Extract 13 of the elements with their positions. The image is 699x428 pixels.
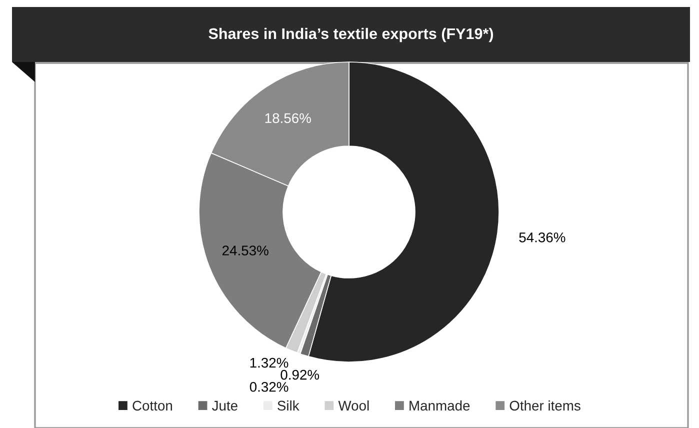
legend-label: Other items (510, 400, 580, 411)
data-label: 54.36% (519, 232, 566, 242)
data-label: 1.32% (250, 358, 288, 368)
data-label: 18.56% (265, 113, 311, 124)
legend-label: Manmade (410, 400, 470, 411)
data-label: 24.53% (222, 246, 268, 256)
legend-label: Jute (212, 400, 238, 411)
data-label: 0.92% (280, 370, 320, 380)
legend-label: Wool (338, 400, 369, 411)
legend-label: Silk (278, 400, 300, 411)
chart-title: Shares in India’s textile exports (FY19*) (208, 28, 494, 42)
legend-label: Cotton (132, 400, 172, 411)
data-label: 0.32% (250, 382, 288, 392)
